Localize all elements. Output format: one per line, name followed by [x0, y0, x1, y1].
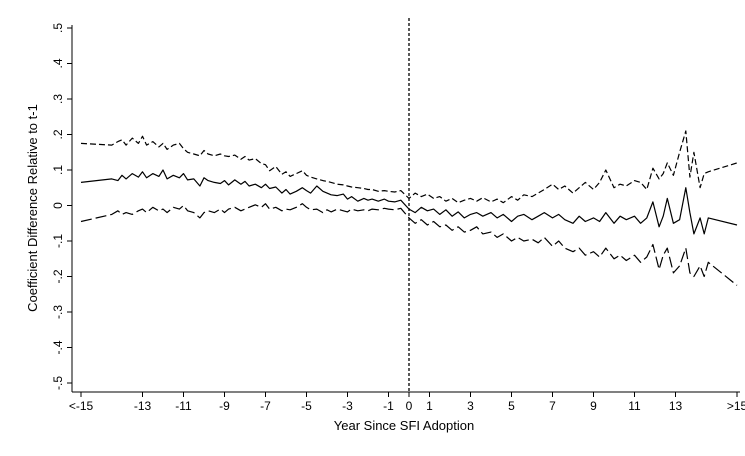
series-line-long-dash [80, 203, 738, 286]
axes: .5.4.3.2.10-.1-.2-.3-.4-.5<-15 -13 -11 -9 -7… [51, 23, 745, 413]
series-line-short-dash [80, 130, 738, 204]
x-axis-title: Year Since SFI Adoption [334, 418, 474, 433]
y-tick-label: .3 [51, 94, 65, 104]
y-tick-label: -.3 [51, 305, 65, 319]
y-tick-label: .4 [51, 58, 65, 68]
x-tick-label: 7 [549, 399, 556, 413]
x-tick-label: -7 [260, 399, 271, 413]
y-tick-label: .1 [51, 165, 65, 175]
y-tick-label: -.5 [51, 376, 65, 390]
x-tick-label: 5 [508, 399, 515, 413]
x-tick-label: 13 [669, 399, 683, 413]
y-tick-label: -.2 [51, 269, 65, 283]
x-tick-label: 9 [590, 399, 597, 413]
x-tick-label: <-15 [69, 399, 94, 413]
y-tick-label: .5 [51, 23, 65, 33]
x-tick-label: 1 [426, 399, 433, 413]
x-tick-label: -11 [175, 399, 192, 413]
x-tick-label: 0 [406, 399, 413, 413]
y-tick-label: .2 [51, 129, 65, 139]
x-tick-label: -1 [383, 399, 394, 413]
y-tick-label: 0 [51, 202, 65, 209]
x-tick-label: 3 [467, 399, 474, 413]
x-tick-label: 11 [628, 399, 641, 413]
x-tick-label: -3 [342, 399, 353, 413]
x-tick-label: -5 [301, 399, 312, 413]
x-tick-label: >15 [727, 399, 745, 413]
series-group [80, 130, 738, 286]
y-axis-title: Coefficient Difference Relative to t-1 [25, 104, 40, 312]
series-line-solid [80, 169, 738, 235]
x-tick-label: -9 [219, 399, 230, 413]
y-tick-label: -.1 [51, 234, 65, 248]
x-tick-label: -13 [134, 399, 152, 413]
y-tick-label: -.4 [51, 340, 65, 354]
